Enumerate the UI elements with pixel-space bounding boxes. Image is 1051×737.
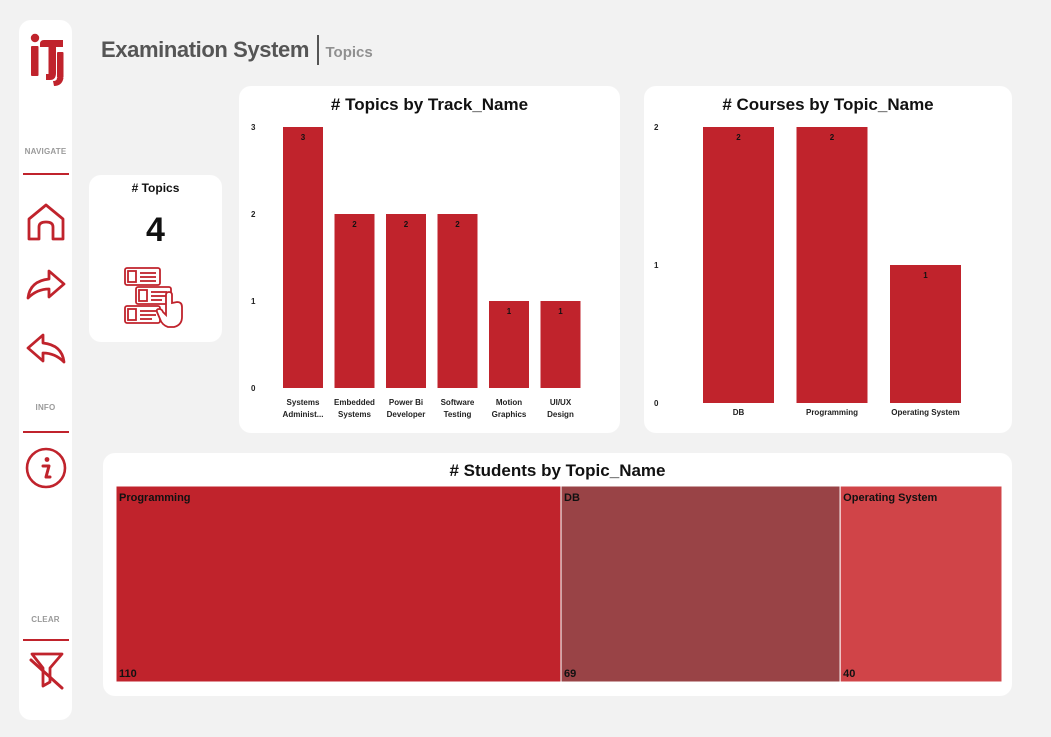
bar[interactable]: [489, 301, 529, 388]
category-label: Testing: [444, 410, 472, 419]
y-tick-label: 3: [251, 123, 256, 132]
category-label: Graphics: [492, 410, 527, 419]
topics-kpi-card[interactable]: # Topics 4: [89, 175, 222, 342]
data-label: 1: [558, 307, 563, 316]
home-button[interactable]: [24, 200, 68, 244]
clear-label: CLEAR: [31, 615, 60, 624]
bar[interactable]: [703, 127, 774, 403]
info-button[interactable]: [24, 446, 68, 490]
category-label: UI/UX: [550, 398, 572, 407]
topics-by-track-chart[interactable]: # Topics by Track_Name 0 1 2 3 3 Systems Admin…: [239, 86, 620, 433]
sidebar: NAVIGATE INFO CLEAR: [19, 20, 72, 720]
category-label: Software: [441, 398, 475, 407]
y-tick-label: 1: [654, 261, 659, 270]
chart-title: # Courses by Topic_Name: [722, 95, 934, 114]
data-label: 1: [507, 307, 512, 316]
courses-by-topic-chart[interactable]: # Courses by Topic_Name 0 1 2 2 DB 2 Programmi…: [644, 86, 1012, 433]
kpi-label: # Topics: [131, 181, 180, 195]
category-label: Power Bi: [389, 398, 423, 407]
bar[interactable]: [796, 127, 868, 403]
clear-divider: [23, 639, 69, 641]
category-label: Motion: [496, 398, 522, 407]
page-subtitle: Topics: [325, 43, 373, 61]
tile-category-label: Programming: [119, 492, 191, 504]
navigate-label: NAVIGATE: [24, 147, 67, 156]
chart-title: # Students by Topic_Name: [449, 461, 666, 480]
bar[interactable]: [890, 265, 961, 403]
treemap-tile[interactable]: [839, 485, 1003, 683]
tile-value-label: 69: [564, 668, 576, 680]
category-label: Systems: [338, 410, 371, 419]
data-label: 1: [923, 271, 928, 280]
category-label: Developer: [387, 410, 426, 419]
students-by-topic-treemap: Programming 110 DB 69 Operating System 40: [115, 485, 1003, 683]
tile-category-label: Operating System: [843, 492, 937, 504]
info-label: INFO: [35, 403, 56, 412]
data-label: 2: [352, 220, 357, 229]
bar[interactable]: [334, 214, 375, 388]
y-tick-label: 2: [654, 123, 659, 132]
title-divider: [317, 35, 319, 65]
iti-logo: [30, 33, 64, 86]
app-title: Examination System: [101, 37, 309, 62]
data-label: 2: [404, 220, 409, 229]
category-label: Design: [547, 410, 574, 419]
kpi-value: 4: [146, 211, 165, 249]
info-icon: [25, 447, 67, 489]
home-icon: [27, 203, 65, 241]
topics-by-track-plot: 0 1 2 3 3 Systems Administ... 2 Embedded Systems 2…: [251, 123, 581, 419]
forward-icon: [26, 269, 66, 300]
info-divider: [23, 431, 69, 433]
treemap-tile[interactable]: [560, 485, 841, 683]
clear-filter-icon: [29, 652, 64, 690]
back-icon: [26, 333, 66, 364]
y-tick-label: 0: [654, 399, 659, 408]
data-label: 2: [830, 133, 835, 142]
bar[interactable]: [386, 214, 426, 388]
category-label: Embedded: [334, 398, 375, 407]
tile-value-label: 110: [119, 668, 137, 680]
category-label: Administ...: [283, 410, 324, 419]
students-by-topic-chart[interactable]: # Students by Topic_Name Programming 110 D…: [103, 453, 1012, 696]
data-label: 2: [455, 220, 460, 229]
back-button[interactable]: [24, 326, 68, 370]
bar[interactable]: [540, 301, 581, 388]
tile-category-label: DB: [564, 492, 580, 504]
treemap-tile[interactable]: [115, 485, 562, 683]
category-label: DB: [733, 408, 745, 417]
y-tick-label: 1: [251, 297, 256, 306]
chart-title: # Topics by Track_Name: [330, 95, 529, 114]
header: Examination System Topics: [101, 34, 373, 66]
tile-value-label: 40: [843, 668, 855, 680]
data-label: 3: [301, 133, 306, 142]
bar[interactable]: [283, 127, 323, 388]
y-tick-label: 2: [251, 210, 256, 219]
clear-filters-button[interactable]: [24, 648, 68, 692]
numbered-list-icon: [124, 267, 183, 328]
forward-button[interactable]: [24, 262, 68, 306]
y-tick-label: 0: [251, 384, 256, 393]
navigate-divider: [23, 173, 69, 175]
category-label: Programming: [806, 408, 858, 417]
courses-by-topic-plot: 0 1 2 2 DB 2 Programming 1 Operating System: [654, 123, 961, 417]
category-label: Operating System: [891, 408, 959, 417]
category-label: Systems: [287, 398, 320, 407]
bar[interactable]: [437, 214, 478, 388]
data-label: 2: [736, 133, 741, 142]
